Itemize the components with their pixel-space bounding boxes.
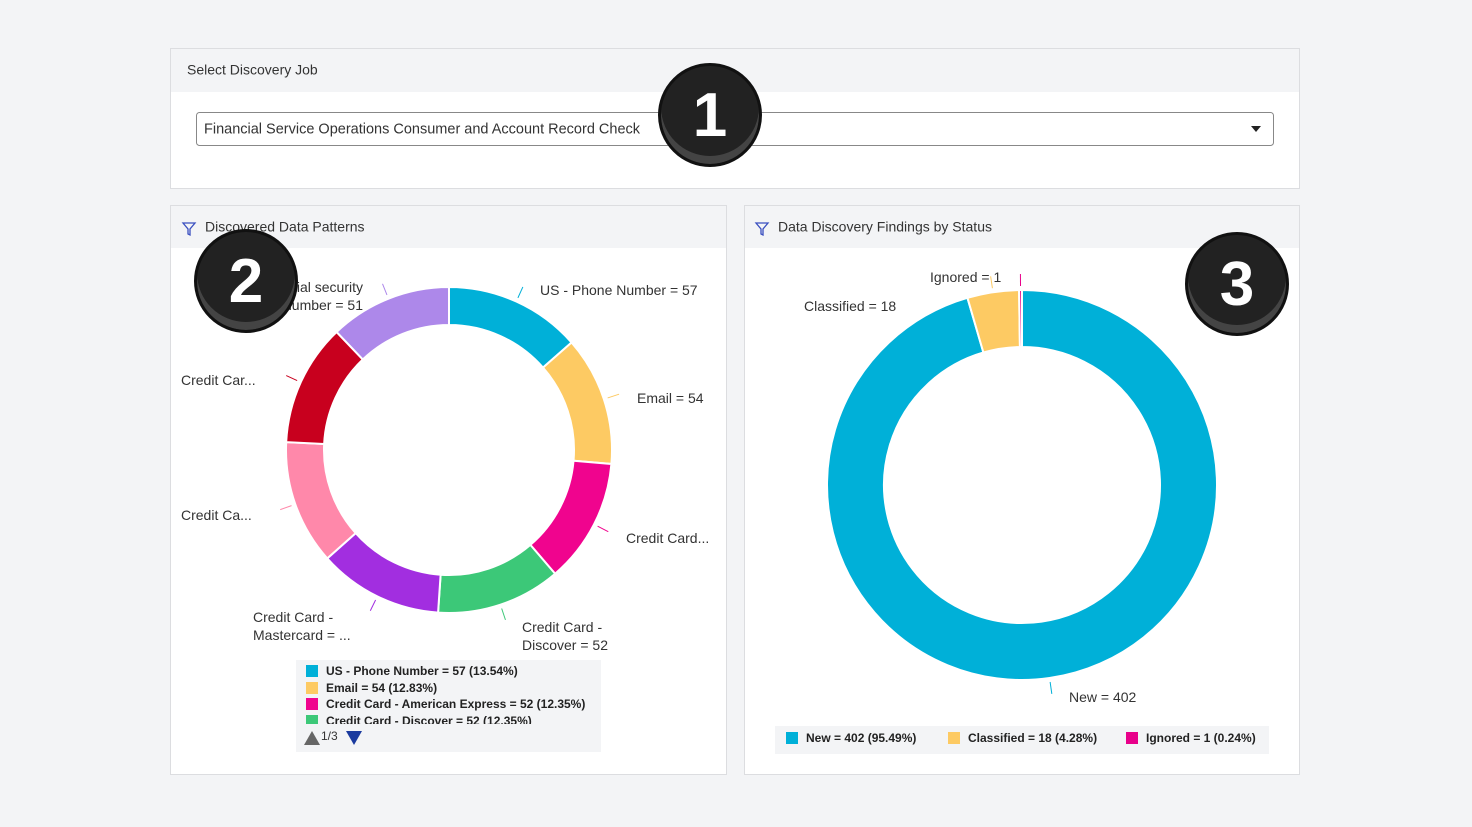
leader-line bbox=[1049, 681, 1053, 694]
legend-swatch bbox=[948, 732, 960, 744]
legend-swatch bbox=[306, 665, 318, 677]
slice-label: Credit Car... bbox=[181, 372, 256, 388]
status-legend-box bbox=[775, 726, 1269, 754]
legend-entry: New = 402 (95.49%) bbox=[806, 731, 917, 745]
leader-line bbox=[517, 286, 524, 299]
callout-badge: 3 bbox=[1185, 232, 1289, 336]
slice-label: Credit Card... bbox=[626, 530, 710, 546]
legend-next[interactable] bbox=[346, 731, 362, 745]
job-select-value[interactable]: Financial Service Operations Consumer an… bbox=[204, 121, 641, 137]
slice-label: Credit Card - Mastercard = ... bbox=[253, 609, 351, 643]
legend-prev[interactable] bbox=[304, 731, 320, 745]
callout-badge: 1 bbox=[658, 63, 762, 167]
legend-entry: Email = 54 (12.83%) bbox=[326, 680, 438, 695]
legend-swatch bbox=[306, 681, 318, 694]
legend-viewport: US - Phone Number = 57 (13.54%) Email = 5… bbox=[306, 664, 586, 725]
legend-swatch bbox=[306, 714, 318, 724]
callout-badge: 2 bbox=[194, 229, 298, 333]
slice-label: Email = 54 bbox=[637, 390, 704, 406]
leader-line bbox=[501, 608, 506, 621]
slice bbox=[335, 285, 450, 361]
patterns-legend-box bbox=[296, 660, 601, 752]
leader-line bbox=[286, 375, 298, 381]
filter-icon[interactable] bbox=[754, 222, 770, 237]
legend-entry: Credit Card - Discover = 52 (12.35%) bbox=[326, 713, 532, 725]
slice bbox=[1018, 288, 1023, 349]
legend-entry: US - Phone Number = 57 (13.54%) bbox=[326, 664, 518, 678]
leader-line bbox=[597, 525, 609, 533]
job-panel-title: Select Discovery Job bbox=[187, 62, 318, 78]
legend-swatch bbox=[306, 698, 318, 710]
filter-icon[interactable] bbox=[181, 222, 197, 237]
dropdown-arrow[interactable] bbox=[1251, 126, 1261, 132]
leader-line bbox=[382, 283, 388, 296]
legend-entry: Classified = 18 (4.28%) bbox=[968, 731, 1098, 745]
slice bbox=[826, 288, 1218, 681]
slice-label: Credit Card - Discover = 52 bbox=[522, 619, 608, 653]
slice-label: Ignored = 1 bbox=[930, 269, 1002, 285]
legend-entry: Ignored = 1 (0.24%) bbox=[1146, 731, 1256, 745]
legend-swatch bbox=[1126, 732, 1138, 744]
leader-line bbox=[280, 505, 292, 511]
legend-swatch bbox=[786, 732, 798, 744]
slice-label: Classified = 18 bbox=[804, 298, 897, 314]
leader-line bbox=[607, 393, 620, 399]
leader-line bbox=[990, 276, 993, 289]
slice-label: New = 402 bbox=[1069, 689, 1137, 705]
slice-label: Credit Ca... bbox=[181, 507, 252, 523]
legend-entry: Credit Card - American Express = 52 (12.… bbox=[326, 697, 586, 711]
slice-label: US - Phone Number = 57 bbox=[540, 282, 698, 298]
status-title: Data Discovery Findings by Status bbox=[778, 219, 992, 235]
leader-line bbox=[369, 599, 377, 611]
legend-page: 1/3 bbox=[321, 729, 338, 743]
